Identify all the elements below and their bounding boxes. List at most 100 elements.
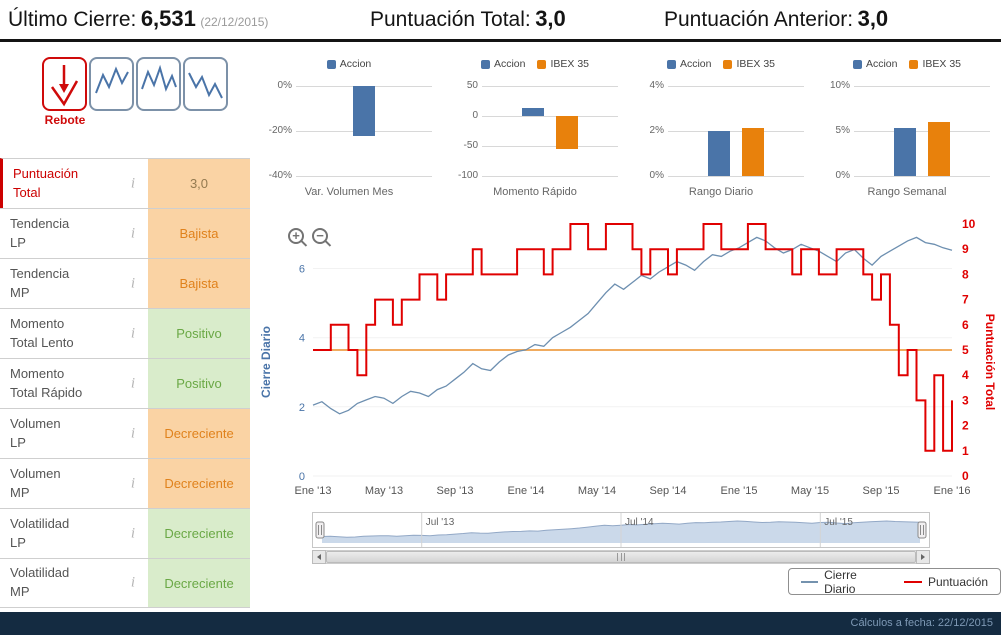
chart-navigator[interactable]: Jul '13 Jul '14 Jul '15 [312,512,930,548]
scrollbar-thumb[interactable] [326,551,916,563]
chart-plot: 0% -20% -40% [269,80,432,181]
main-chart-svg[interactable]: 0 2 4 6 0 1 2 3 4 5 6 7 8 9 10 Ene '13 May '13 Sep '13 Ene… [258,212,998,512]
legend-item[interactable]: Accion [852,58,897,70]
gridline [482,116,618,117]
chart-plot: 50 0 -50 -100 [458,80,618,181]
legend-label: Accion [339,58,372,70]
status-badge: Decreciente [148,459,250,508]
x-tick-label: Ene '13 [295,485,332,497]
legend-item-puntuacion[interactable]: Puntuación [903,575,988,589]
chart-legend: Accion IBEX 35 [630,58,812,70]
footer-text: Cálculos a fecha: 22/12/2015 [850,617,994,629]
last-close-value: 6,531 [140,6,196,31]
table-row-tendencia-lp[interactable]: Tendencia LP i Bajista [0,208,250,258]
row-label: Tendencia MP [10,265,70,300]
navigator-handle-right[interactable] [917,521,927,539]
right-arrow-icon [921,554,925,560]
info-icon[interactable]: i [130,275,135,291]
legend-item[interactable]: Accion [326,58,372,70]
zoom-in-icon[interactable]: + [288,228,304,244]
legend-label: Accion [493,58,526,70]
row-label: Volatilidad LP [10,515,70,550]
legend-item-cierre-diario[interactable]: Cierre Diario [801,568,888,596]
y-tick-label: 2% [649,125,664,136]
legend-item[interactable]: IBEX 35 [723,58,775,70]
status-badge: Bajista [148,259,250,308]
chart-plot: 4% 2% 0% [650,80,804,181]
legend-swatch [480,59,490,69]
footer: Cálculos a fecha: 22/12/2015 [0,612,1001,635]
chart-title: Momento Rápido [493,186,577,198]
info-icon[interactable]: i [130,375,135,391]
table-row-puntuacion-total[interactable]: Puntuación Total i 3,0 [0,158,250,208]
table-row-tendencia-mp[interactable]: Tendencia MP i Bajista [0,258,250,308]
info-icon[interactable]: i [130,225,135,241]
legend-item[interactable]: IBEX 35 [537,58,589,70]
zoom-out-icon[interactable]: − [312,228,328,244]
legend-item[interactable]: Accion [480,58,526,70]
left-axis-title: Cierre Diario [259,326,273,398]
legend-label: IBEX 35 [922,58,962,70]
navigator-handle-left[interactable] [315,521,325,539]
info-icon[interactable]: i [130,325,135,341]
bar-accion[interactable] [353,86,375,136]
scrollbar-track[interactable] [326,550,916,564]
table-row-momento-total-lento[interactable]: Momento Total Lento i Positivo [0,308,250,358]
y-tick-label: 0 [472,109,478,121]
table-row-volumen-mp[interactable]: Volumen MP i Decreciente [0,458,250,508]
scroll-left-button[interactable] [312,550,326,564]
info-icon[interactable]: i [130,574,135,591]
row-label: Tendencia LP [10,215,70,250]
pattern-icon-4[interactable] [183,57,228,111]
score-total-value: 3,0 [535,6,566,31]
last-close-date: (22/12/2015) [200,15,269,29]
navigator-svg[interactable]: Jul '13 Jul '14 Jul '15 [312,512,930,548]
status-badge: Positivo [148,309,250,358]
table-row-volumen-lp[interactable]: Volumen LP i Decreciente [0,408,250,458]
main-chart[interactable]: + − 0 2 4 6 0 1 2 3 4 5 6 7 8 9 10 Ene '13 May '13 Sep '1… [258,212,998,512]
y-tick-label: -50 [463,139,478,151]
bar-ibex-35[interactable] [928,122,950,176]
bar-accion[interactable] [522,108,544,116]
mini-chart-var-volumen-mes: Accion 0% -20% -40% Var. Volumen Mes [258,52,440,204]
price-line [312,236,953,415]
right-tick-label: 2 [962,419,969,433]
info-icon[interactable]: i [130,175,135,191]
bar-ibex-35[interactable] [556,116,578,149]
info-icon[interactable]: i [130,525,135,541]
scroll-right-button[interactable] [916,550,930,564]
pattern-icon-3[interactable] [136,57,181,111]
status-badge: Decreciente [148,559,250,607]
y-tick-label: 0% [649,170,664,181]
table-row-volatilidad-lp[interactable]: Volatilidad LP i Decreciente [0,508,250,558]
pattern-icon-2[interactable] [89,57,134,111]
info-icon[interactable]: i [130,475,135,491]
chart-scrollbar[interactable] [312,550,930,564]
x-tick-label: Sep '13 [437,485,474,497]
navigator-label: Jul '13 [426,517,455,528]
bar-accion[interactable] [708,131,730,176]
info-icon[interactable]: i [130,425,135,441]
status-badge: 3,0 [148,159,250,208]
pattern-icon-rebote[interactable] [42,57,87,111]
x-tick-label: May '14 [578,485,616,497]
legend-item[interactable]: IBEX 35 [909,58,961,70]
bar-accion[interactable] [894,128,916,176]
gridline [482,146,618,147]
y-tick-label: 0% [277,80,292,91]
legend-item[interactable]: Accion [666,58,711,70]
bar-ibex-35[interactable] [742,127,764,176]
right-tick-label: 4 [962,368,969,382]
x-tick-label: Ene '16 [934,485,971,497]
score-previous-label: Puntuación Anterior: [664,8,854,31]
gridline [668,176,804,177]
y-tick-label: 10% [829,80,850,91]
chart-legend-box: Cierre Diario Puntuación [788,568,1001,596]
chart-legend: Accion IBEX 35 [816,58,998,70]
gridline [482,176,618,177]
table-row-momento-total-rapido[interactable]: Momento Total Rápido i Positivo [0,358,250,408]
table-row-volatilidad-mp[interactable]: Volatilidad MP i Decreciente [0,558,250,608]
row-label: Volumen LP [10,415,61,450]
status-badge: Bajista [148,209,250,258]
